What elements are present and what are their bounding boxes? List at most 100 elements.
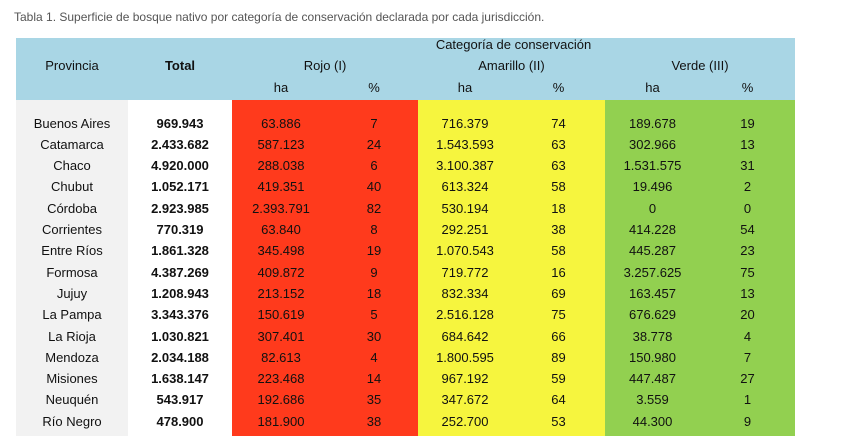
cell: 1.638.147: [151, 371, 209, 387]
cell: 59: [551, 371, 566, 387]
cell: 5: [370, 307, 378, 323]
cell: 63: [551, 158, 566, 174]
cell: 69: [551, 285, 566, 301]
cell: 292.251: [441, 222, 489, 237]
cell: 38: [366, 413, 382, 429]
column-header: Provincia: [45, 57, 99, 73]
cell: 1.052.171: [151, 179, 209, 195]
cell: 4.920.000: [151, 158, 209, 174]
province: Formosa: [46, 264, 98, 280]
cell: 613.324: [441, 179, 489, 195]
cell: 7: [743, 349, 752, 365]
province: Río Negro: [42, 413, 102, 429]
cell: 445.287: [629, 243, 676, 259]
green-bg: [605, 100, 795, 436]
cell: 4: [370, 349, 378, 365]
cell: 4: [743, 328, 752, 344]
cell: 2.433.682: [151, 136, 209, 152]
category-header: Amarillo (II): [478, 57, 545, 73]
cell: 181.900: [257, 413, 305, 429]
province-col-bg: [16, 100, 128, 436]
cell: 75: [740, 264, 755, 280]
cell: 63: [551, 136, 566, 152]
cell: 38.778: [632, 328, 673, 344]
cell: 345.498: [257, 243, 305, 259]
cell: 6: [370, 158, 378, 174]
cell: 716.379: [441, 115, 489, 131]
cell: 40: [366, 179, 382, 195]
province: La Rioja: [48, 328, 96, 344]
cell: 189.678: [629, 115, 676, 131]
province: Catamarca: [40, 136, 104, 152]
cell: 54: [740, 222, 755, 237]
cell: 18: [551, 200, 566, 216]
cell: 24: [366, 136, 382, 152]
cell: 530.194: [441, 200, 489, 216]
cell: 58: [551, 243, 566, 259]
subheader: ha: [645, 79, 660, 95]
cell: 1.208.943: [151, 285, 209, 301]
cell: 409.872: [257, 264, 305, 280]
column-header: Total: [164, 57, 196, 73]
cell: 18: [366, 285, 382, 301]
cell: 1.030.821: [151, 328, 209, 344]
cell: 8: [370, 222, 378, 237]
cell: 7: [370, 115, 378, 131]
cell: 1.543.593: [436, 136, 494, 152]
cell: 14: [366, 371, 382, 387]
cell: 419.351: [257, 179, 305, 195]
province: Jujuy: [56, 285, 88, 301]
cell: 2.034.188: [151, 349, 209, 365]
cell: 252.700: [441, 413, 489, 429]
cell: 587.123: [257, 136, 305, 152]
cell: 163.457: [629, 285, 676, 301]
subheader: %: [368, 79, 380, 95]
cell: 478.900: [156, 413, 204, 429]
group-header: Categoría de conservación: [435, 36, 592, 52]
cell: 3.559: [636, 392, 669, 408]
cell: 9: [370, 264, 378, 280]
cell: 1.070.543: [436, 243, 494, 259]
cell: 288.038: [257, 158, 305, 174]
cell: 719.772: [441, 264, 489, 280]
cell: 19.496: [632, 179, 673, 195]
cell: 213.152: [257, 285, 305, 301]
yellow-bg: [418, 100, 605, 436]
header-bg: [16, 38, 795, 100]
cell: 64: [551, 392, 566, 408]
cell: 58: [551, 179, 566, 195]
cell: 53: [551, 413, 566, 429]
cell: 150.980: [629, 349, 676, 365]
cell: 31: [740, 158, 755, 174]
cell: 44.300: [632, 413, 673, 429]
cell: 2.516.128: [436, 307, 494, 323]
cell: 63.886: [261, 115, 301, 131]
cell: 2.393.791: [252, 200, 310, 216]
cell: 676.629: [629, 307, 676, 323]
caption: Tabla 1. Superficie de bosque nativo por…: [14, 10, 545, 24]
cell: 30: [366, 328, 382, 344]
cell: 35: [366, 392, 382, 408]
cell: 3.343.376: [151, 307, 209, 323]
cell: 74: [551, 115, 566, 131]
subheader: %: [741, 79, 754, 95]
cell: 89: [551, 349, 566, 365]
cell: 38: [551, 222, 566, 237]
cell: 192.686: [257, 392, 305, 408]
cell: 969.943: [156, 115, 204, 131]
cell: 19: [740, 115, 755, 131]
cell: 0: [648, 200, 657, 216]
cell: 967.192: [441, 371, 489, 387]
cell: 82.613: [261, 349, 301, 365]
cell: 82: [366, 200, 382, 216]
cell: 223.468: [257, 371, 305, 387]
cell: 20: [740, 307, 755, 323]
category-header: Verde (III): [671, 57, 729, 73]
subheader: ha: [273, 79, 289, 95]
province: Corrientes: [42, 222, 102, 237]
cell: 302.966: [629, 136, 676, 152]
cell: 0: [743, 200, 752, 216]
cell: 414.228: [629, 222, 676, 237]
province: Córdoba: [47, 200, 97, 216]
